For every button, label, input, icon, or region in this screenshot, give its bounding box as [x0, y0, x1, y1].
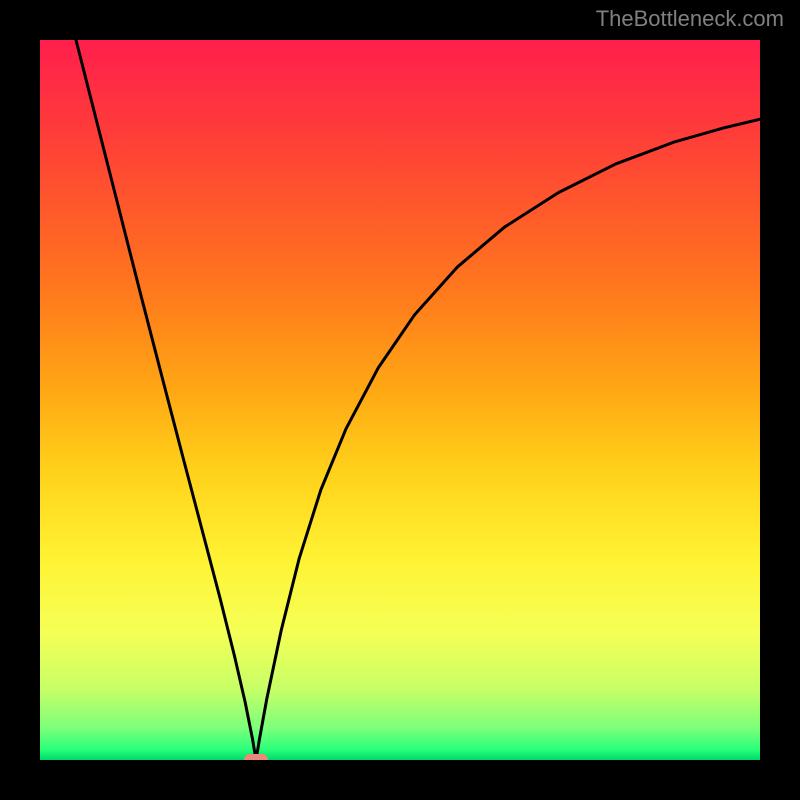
optimal-point-marker [244, 754, 268, 761]
watermark-text: TheBottleneck.com [596, 6, 784, 32]
bottleneck-curve [76, 40, 760, 760]
plot-area [40, 40, 760, 760]
curve-layer [40, 40, 760, 760]
